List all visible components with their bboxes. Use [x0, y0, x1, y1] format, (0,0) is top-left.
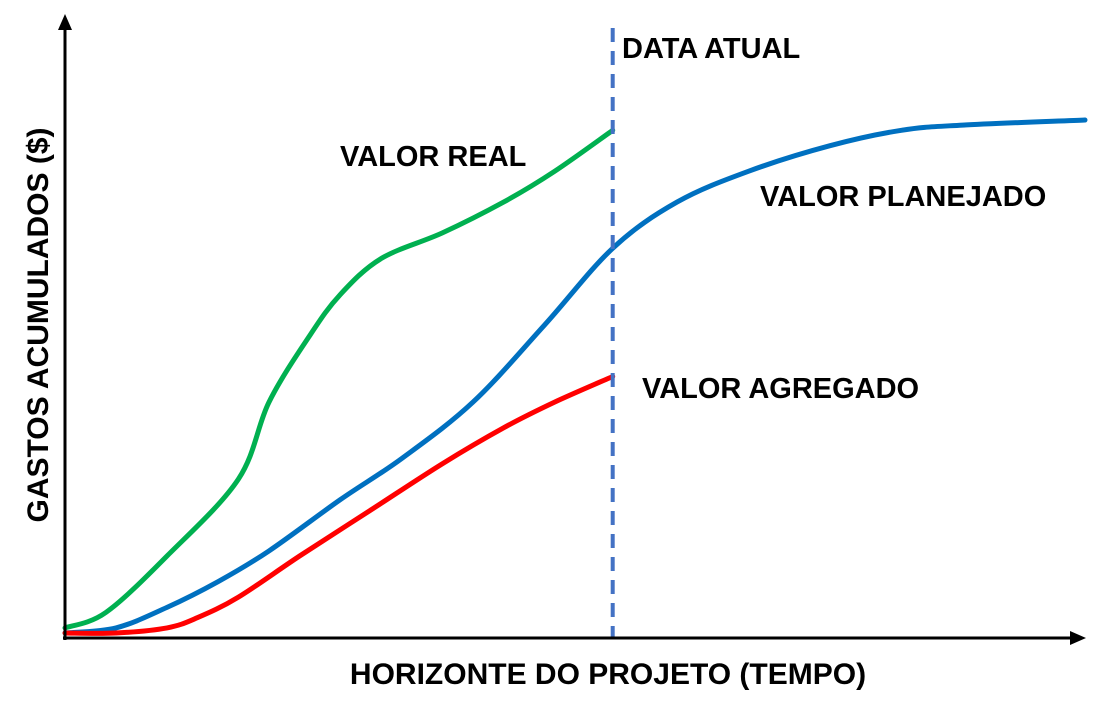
series-label-valor-agregado: VALOR AGREGADO [642, 373, 919, 405]
plot-lines [62, 117, 1088, 636]
series-line-valor-planejado [62, 117, 1088, 636]
series-label-valor-real: VALOR REAL [340, 141, 526, 173]
series-line-valor-real [62, 127, 616, 631]
x-axis-arrow [1070, 631, 1086, 645]
y-axis-label: GASTOS ACUMULADOS ($) [22, 127, 55, 522]
x-axis-label: HORIZONTE DO PROJETO (TEMPO) [350, 658, 866, 691]
series-line-valor-agregado [62, 374, 616, 636]
axes [58, 14, 1086, 645]
current-date-label: DATA ATUAL [622, 33, 800, 65]
series-label-valor-planejado: VALOR PLANEJADO [760, 181, 1046, 213]
y-axis-arrow [58, 14, 72, 30]
